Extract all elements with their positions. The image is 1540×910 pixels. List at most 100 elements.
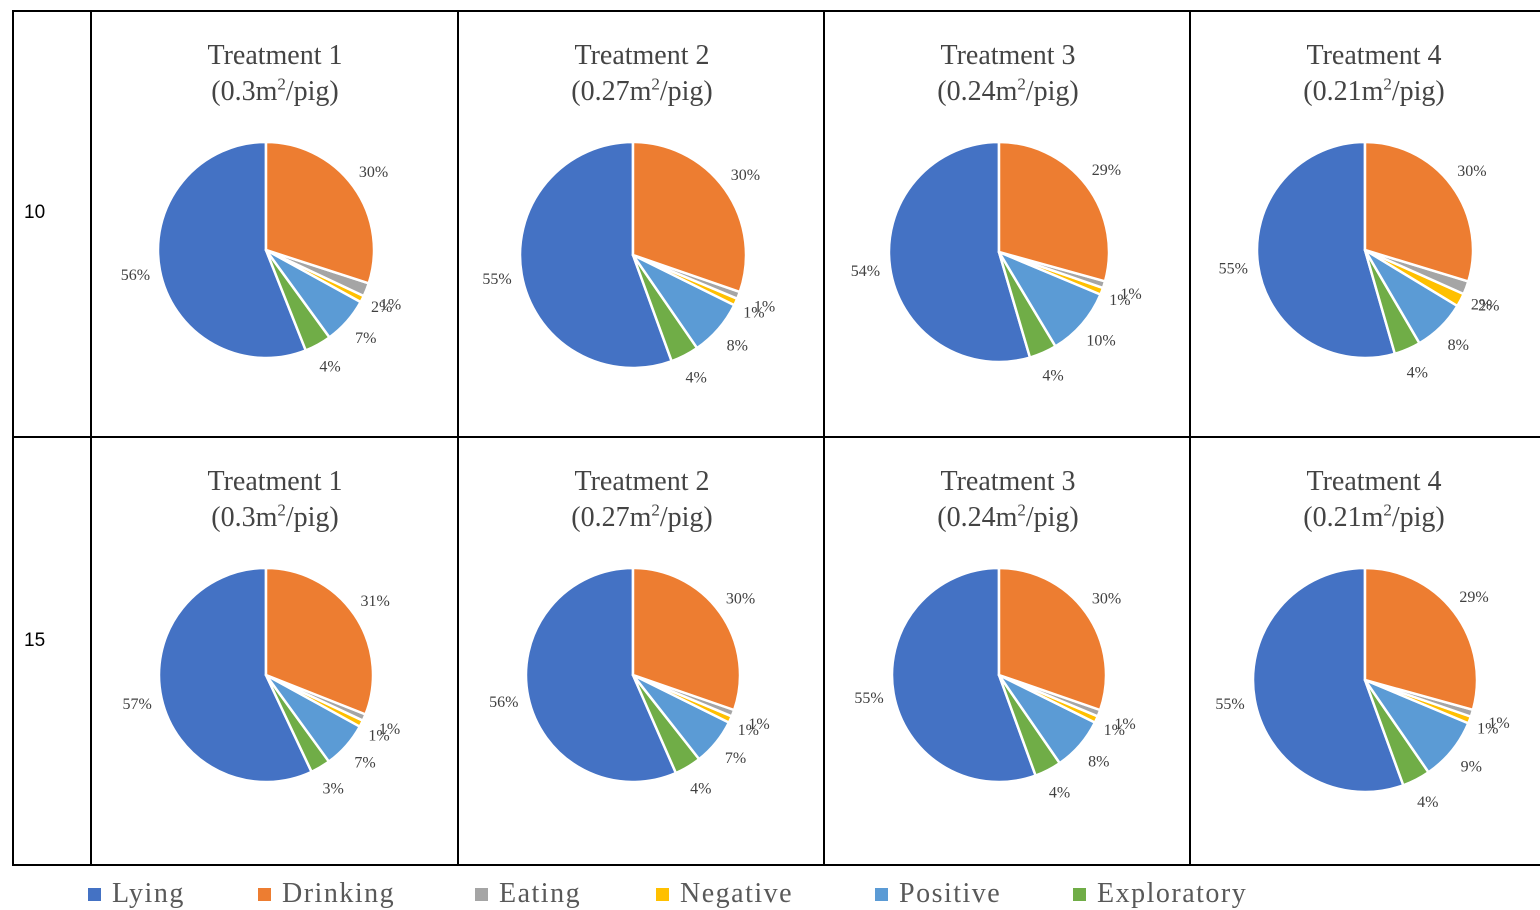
legend-swatch-negative — [656, 887, 669, 901]
pie-label-negative: 1% — [754, 298, 775, 315]
legend-label-lying: Lying — [112, 878, 185, 909]
pie-slice-lying — [887, 140, 1032, 364]
pie-label-negative: 1% — [1120, 286, 1141, 303]
pie-label-drinking: 30% — [726, 590, 755, 607]
pie-subtitle-text: (0.27m — [571, 502, 652, 533]
pie-panel-15-4: Treatment 4 (0.21m2/pig) 55% 4% 9% 1% 1% 29% — [1191, 438, 1540, 866]
pie-subtitle-superscript: 2 — [1383, 500, 1392, 520]
legend-label-eating: Eating — [499, 878, 582, 909]
pie-label-drinking: 31% — [361, 593, 390, 610]
pie-subtitle: (0.27m2/pig) — [459, 500, 825, 536]
grid-line-col-4 — [1189, 10, 1191, 866]
pie-label-exploratory: 4% — [1042, 368, 1063, 385]
pie-subtitle-text: (0.3m — [211, 502, 278, 533]
legend-label-drinking: Drinking — [282, 878, 396, 909]
legend-item-exploratory: Exploratory — [1073, 878, 1247, 910]
pie-subtitle-text: (0.24m — [937, 502, 1018, 533]
pie-label-negative: 1% — [748, 716, 769, 733]
pie-subtitle-text: /pig) — [1025, 76, 1079, 107]
pie-title: Treatment 3 — [940, 40, 1076, 71]
legend-item-eating: Eating — [475, 878, 581, 910]
pie-title: Treatment 3 — [940, 466, 1076, 497]
grid-line-label-col — [90, 10, 92, 866]
pie-subtitle-text: /pig) — [1025, 502, 1079, 533]
legend-swatch-drinking — [258, 887, 271, 901]
pie-chart: 55% 4% 8% 1%1% 30% — [482, 140, 775, 387]
pie-label-drinking: 29% — [1459, 589, 1488, 606]
pie-subtitle-superscript: 2 — [1017, 74, 1026, 94]
pie-label-eating: 1% — [738, 722, 759, 739]
pie-label-lying: 55% — [482, 271, 511, 288]
pie-subtitle: (0.3m2/pig) — [92, 74, 458, 110]
pie-label-negative: 1% — [379, 721, 400, 738]
pie-chart: 56% 4% 7%1%2% 30% — [121, 140, 401, 376]
legend-item-negative: Negative — [656, 878, 793, 910]
pie-subtitle: (0.21m2/pig) — [1191, 500, 1540, 536]
pie-subtitle: (0.3m2/pig) — [92, 500, 458, 536]
pie-label-lying: 55% — [1219, 261, 1248, 278]
legend-label-negative: Negative — [680, 878, 794, 909]
legend-label-positive: Positive — [899, 878, 1002, 909]
pie-slice-lying — [524, 566, 678, 784]
pie-label-drinking: 29% — [1092, 162, 1121, 179]
grid-line-col-3 — [823, 10, 825, 866]
pie-subtitle-superscript: 2 — [651, 74, 660, 94]
legend-swatch-lying — [88, 887, 101, 901]
pie-panel-10-4: Treatment 4 (0.21m2/pig) 55% 4% 8% 2% 2% 30% — [1191, 12, 1540, 440]
row-label-10: 10 — [24, 202, 46, 223]
pie-panel-10-2: Treatment 2 (0.27m2/pig) 55% 4% 8% 1% 1% 30% — [459, 12, 825, 440]
legend-item-lying: Lying — [88, 878, 185, 910]
pie-slice-lying — [1255, 140, 1397, 360]
pie-label-lying: 55% — [854, 690, 883, 707]
pie-slice-drinking — [264, 566, 375, 716]
pie-chart: 54% 4% 10% 1%1% 29% — [851, 140, 1142, 385]
pie-label-negative: 1% — [1488, 715, 1509, 732]
pie-subtitle-text: (0.27m — [571, 76, 652, 107]
pie-label-eating: 1% — [1109, 292, 1130, 309]
pie-label-negative: 2% — [1478, 298, 1499, 315]
pie-label-drinking: 30% — [1457, 163, 1486, 180]
pie-subtitle-superscript: 2 — [1383, 74, 1392, 94]
pie-label-positive: 8% — [1448, 337, 1469, 354]
pie-label-exploratory: 4% — [1417, 794, 1438, 811]
pie-panel-10-1: Treatment 1 (0.3m2/pig) 56% 4% 7% 1% 2% 30% — [92, 12, 458, 440]
pie-label-positive: 7% — [354, 754, 375, 771]
pie-label-positive: 7% — [725, 750, 746, 767]
pie-subtitle: (0.24m2/pig) — [825, 74, 1191, 110]
pie-chart: 55% 4% 9% 1%1% 29% — [1215, 566, 1510, 811]
pie-subtitle-superscript: 2 — [277, 74, 286, 94]
pie-subtitle-text: /pig) — [659, 76, 713, 107]
pie-panel-10-3: Treatment 3 (0.24m2/pig) 54% 4% 10% 1% 1% 29% — [825, 12, 1191, 440]
pie-label-drinking: 30% — [359, 164, 388, 181]
pie-label-positive: 8% — [1088, 753, 1109, 770]
pie-label-positive: 9% — [1461, 758, 1482, 775]
grid-line-top — [12, 10, 1540, 12]
pie-subtitle-text: /pig) — [1391, 502, 1445, 533]
pie-subtitle: (0.27m2/pig) — [459, 74, 825, 110]
pie-label-eating: 1% — [743, 304, 764, 321]
pie-subtitle-text: (0.3m — [211, 76, 278, 107]
pie-title: Treatment 4 — [1306, 466, 1442, 497]
grid-line-left — [12, 10, 14, 866]
pie-label-exploratory: 4% — [319, 359, 340, 376]
legend-label-exploratory: Exploratory — [1097, 878, 1248, 909]
pie-label-lying: 56% — [489, 694, 518, 711]
pie-label-eating: 1% — [368, 727, 389, 744]
pie-label-exploratory: 4% — [686, 370, 707, 387]
legend-item-drinking: Drinking — [258, 878, 395, 910]
pie-subtitle-superscript: 2 — [651, 500, 660, 520]
pie-chart: 55% 4% 8% 2%2% 30% — [1219, 140, 1499, 381]
chart-grid: 10 15 — [12, 10, 1540, 866]
legend-swatch-eating — [475, 887, 488, 901]
pie-panel-15-3: Treatment 3 (0.24m2/pig) 55% 4% 8% 1% 1% 30% — [825, 438, 1191, 866]
pie-subtitle-superscript: 2 — [277, 500, 286, 520]
pie-label-drinking: 30% — [1092, 590, 1121, 607]
pie-slice-drinking — [631, 566, 742, 712]
pie-title: Treatment 1 — [207, 40, 343, 71]
grid-line-bottom — [12, 864, 1540, 866]
pie-label-drinking: 30% — [731, 167, 760, 184]
pie-label-eating: 2% — [1471, 297, 1492, 314]
pie-slice-drinking — [264, 140, 376, 285]
legend-swatch-exploratory — [1073, 887, 1086, 901]
pie-slice-drinking — [1363, 566, 1479, 712]
